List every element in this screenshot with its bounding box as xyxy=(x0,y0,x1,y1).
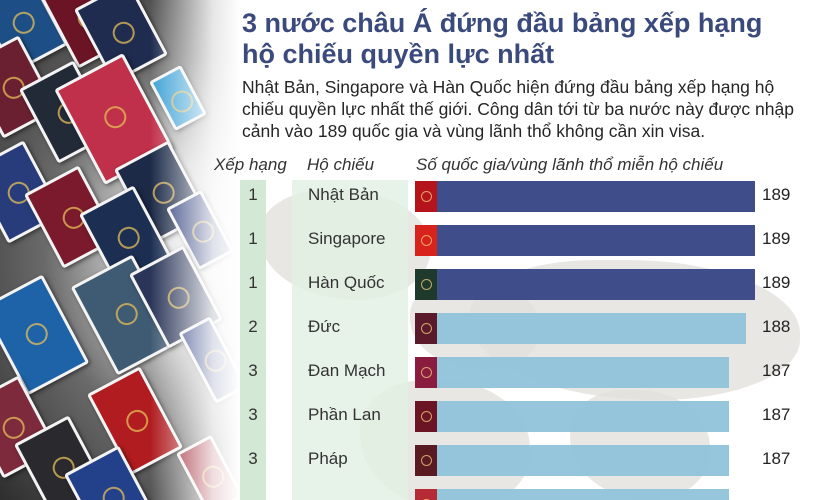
value-bar xyxy=(415,401,729,432)
value-bar xyxy=(415,269,755,300)
table-row: 3 Pháp 187 xyxy=(0,445,825,476)
country-name: Pháp xyxy=(308,449,348,468)
table-row: 1 Singapore 189 xyxy=(0,225,825,256)
header-passport: Hộ chiếu xyxy=(307,155,375,174)
value-label: 188 xyxy=(762,317,791,336)
country-name: Đan Mạch xyxy=(308,361,386,380)
title-line-2: hộ chiếu quyền lực nhất xyxy=(242,39,555,69)
country-name: Phần Lan xyxy=(308,405,381,424)
rank-cell: 3 xyxy=(248,361,258,380)
table-row: 3 Đan Mạch 187 xyxy=(0,357,825,388)
value-label: 189 xyxy=(762,229,791,248)
value-label: 187 xyxy=(762,449,791,468)
value-label: 187 xyxy=(762,361,791,380)
passport-collage-image xyxy=(0,0,240,500)
value-bar xyxy=(415,357,729,388)
passport-thumbnail-icon xyxy=(415,445,437,476)
table-row: 1 Nhật Bản 189 xyxy=(0,181,825,212)
value-bar xyxy=(415,445,729,476)
passport-thumbnail-icon xyxy=(415,489,437,500)
passport-thumbnail-icon xyxy=(415,401,437,432)
value-label: 187 xyxy=(762,405,791,424)
table-row: 1 Hàn Quốc 189 xyxy=(0,269,825,300)
country-name: Nhật Bản xyxy=(308,185,379,204)
passport-thumbnail-icon xyxy=(415,269,437,300)
value-label: 189 xyxy=(762,273,791,292)
chart-subtitle: Nhật Bản, Singapore và Hàn Quốc hiện đứn… xyxy=(242,77,794,141)
rank-cell: 1 xyxy=(248,229,258,248)
table-row-partial xyxy=(0,489,825,500)
value-bar xyxy=(415,225,755,256)
name-column-band xyxy=(292,180,408,500)
passport-thumbnail-icon xyxy=(415,181,437,212)
chart-title: 3 nước châu Á đứng đầu bảng xếp hạng hộ … xyxy=(242,8,812,70)
collage-fade xyxy=(150,0,240,500)
passport-thumbnail-icon xyxy=(415,357,437,388)
passport-thumbnail-icon xyxy=(415,313,437,344)
header-rank: Xếp hạng xyxy=(214,155,287,174)
table-row: 2 Đức 188 xyxy=(0,313,825,344)
table-row: 3 Phần Lan 187 xyxy=(0,401,825,432)
country-name: Hàn Quốc xyxy=(308,273,385,292)
rank-cell: 1 xyxy=(248,185,258,204)
passport-thumbnail-icon xyxy=(415,225,437,256)
header-visa-free-count: Số quốc gia/vùng lãnh thổ miễn hộ chiếu xyxy=(416,155,724,174)
rank-column-band xyxy=(240,180,266,500)
title-line-1: 3 nước châu Á đứng đầu bảng xếp hạng xyxy=(242,8,763,38)
rank-cell: 3 xyxy=(248,405,258,424)
rank-cell: 2 xyxy=(248,317,258,336)
value-bar xyxy=(415,489,729,500)
value-label: 189 xyxy=(762,185,791,204)
value-bar xyxy=(415,181,755,212)
country-name: Đức xyxy=(308,317,341,336)
country-name: Singapore xyxy=(308,229,386,248)
rank-cell: 1 xyxy=(248,273,258,292)
value-bar xyxy=(415,313,746,344)
rank-cell: 3 xyxy=(248,449,258,468)
